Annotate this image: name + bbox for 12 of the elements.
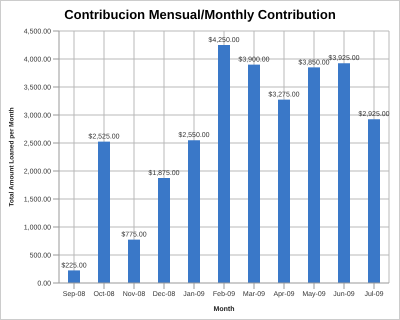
bar (128, 240, 140, 283)
chart-title: Contribucion Mensual/Monthly Contribution (63, 7, 337, 24)
bar (278, 100, 290, 283)
bar (368, 119, 380, 283)
bar (68, 270, 80, 283)
bar (158, 178, 170, 283)
bar (308, 67, 320, 283)
bar (248, 64, 260, 283)
bar (98, 142, 110, 283)
bar (188, 140, 200, 283)
bar (338, 63, 350, 283)
bar (218, 45, 230, 283)
